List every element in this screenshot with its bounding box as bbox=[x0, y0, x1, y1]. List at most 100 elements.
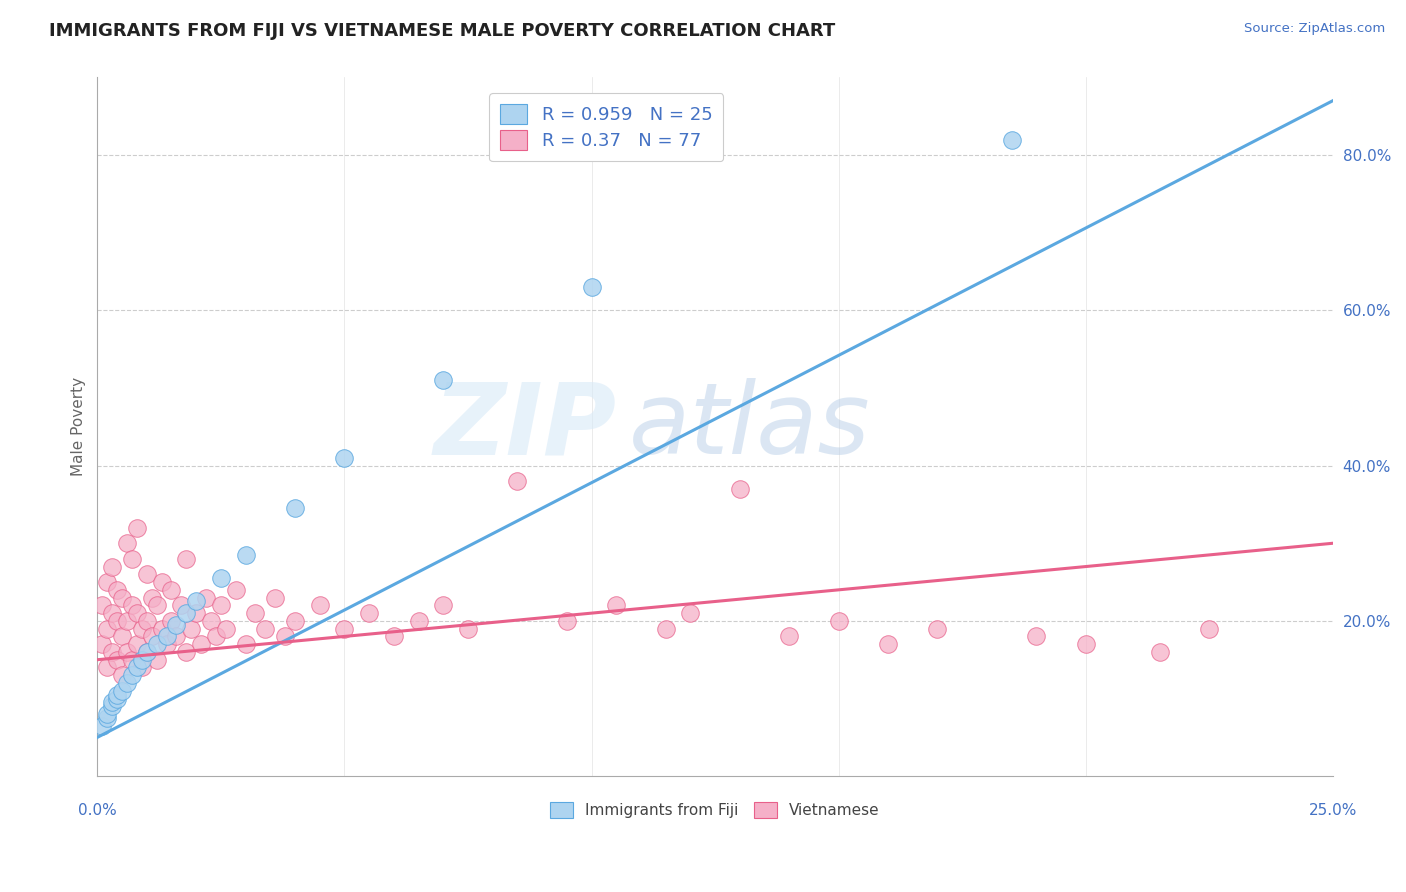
Point bbox=[91, 719, 114, 733]
Point bbox=[274, 629, 297, 643]
Point bbox=[111, 668, 134, 682]
Text: 0.0%: 0.0% bbox=[77, 803, 117, 818]
Point bbox=[101, 559, 124, 574]
Point bbox=[209, 599, 232, 613]
Point bbox=[200, 614, 222, 628]
Point bbox=[170, 599, 193, 613]
Point bbox=[927, 622, 949, 636]
Point bbox=[235, 548, 257, 562]
Point bbox=[555, 614, 578, 628]
Point bbox=[160, 614, 183, 628]
Point bbox=[131, 622, 153, 636]
Point bbox=[96, 575, 118, 590]
Point bbox=[135, 645, 157, 659]
Text: 25.0%: 25.0% bbox=[1309, 803, 1357, 818]
Point bbox=[145, 653, 167, 667]
Point bbox=[131, 653, 153, 667]
Point bbox=[121, 653, 143, 667]
Point bbox=[105, 688, 128, 702]
Point bbox=[150, 622, 173, 636]
Point bbox=[827, 614, 849, 628]
Point bbox=[581, 280, 603, 294]
Point bbox=[264, 591, 287, 605]
Point bbox=[121, 668, 143, 682]
Point bbox=[131, 660, 153, 674]
Point bbox=[333, 450, 356, 465]
Point bbox=[1074, 637, 1097, 651]
Point bbox=[605, 599, 627, 613]
Y-axis label: Male Poverty: Male Poverty bbox=[72, 377, 86, 476]
Point bbox=[125, 660, 148, 674]
Point bbox=[284, 501, 307, 516]
Point bbox=[180, 622, 202, 636]
Point bbox=[215, 622, 238, 636]
Text: Source: ZipAtlas.com: Source: ZipAtlas.com bbox=[1244, 22, 1385, 36]
Point bbox=[225, 582, 247, 597]
Point bbox=[105, 653, 128, 667]
Legend: Immigrants from Fiji, Vietnamese: Immigrants from Fiji, Vietnamese bbox=[544, 797, 886, 824]
Point bbox=[145, 637, 167, 651]
Point bbox=[121, 551, 143, 566]
Point bbox=[96, 711, 118, 725]
Point bbox=[1025, 629, 1047, 643]
Point bbox=[245, 606, 267, 620]
Point bbox=[155, 637, 177, 651]
Point bbox=[186, 606, 208, 620]
Point bbox=[186, 594, 208, 608]
Point bbox=[135, 614, 157, 628]
Point bbox=[125, 606, 148, 620]
Point bbox=[101, 699, 124, 714]
Point bbox=[105, 614, 128, 628]
Point bbox=[105, 691, 128, 706]
Point bbox=[209, 571, 232, 585]
Text: ZIP: ZIP bbox=[433, 378, 616, 475]
Point bbox=[101, 645, 124, 659]
Point bbox=[205, 629, 228, 643]
Point bbox=[135, 645, 157, 659]
Point bbox=[160, 582, 183, 597]
Point bbox=[176, 606, 198, 620]
Point bbox=[125, 637, 148, 651]
Point bbox=[254, 622, 277, 636]
Point bbox=[457, 622, 479, 636]
Point bbox=[101, 606, 124, 620]
Point bbox=[778, 629, 800, 643]
Point bbox=[506, 474, 529, 488]
Point bbox=[382, 629, 405, 643]
Point bbox=[135, 567, 157, 582]
Point bbox=[1198, 622, 1220, 636]
Point bbox=[165, 629, 187, 643]
Point bbox=[121, 599, 143, 613]
Point bbox=[141, 629, 163, 643]
Point bbox=[105, 582, 128, 597]
Point bbox=[91, 637, 114, 651]
Point bbox=[1000, 132, 1022, 146]
Text: atlas: atlas bbox=[628, 378, 870, 475]
Point bbox=[654, 622, 676, 636]
Point bbox=[101, 695, 124, 709]
Point bbox=[115, 645, 138, 659]
Point bbox=[195, 591, 218, 605]
Point bbox=[408, 614, 430, 628]
Point bbox=[96, 707, 118, 722]
Point bbox=[91, 599, 114, 613]
Point bbox=[176, 645, 198, 659]
Point bbox=[150, 575, 173, 590]
Point bbox=[155, 629, 177, 643]
Point bbox=[432, 373, 454, 387]
Point bbox=[359, 606, 381, 620]
Point bbox=[96, 622, 118, 636]
Point bbox=[125, 521, 148, 535]
Point bbox=[284, 614, 307, 628]
Point bbox=[165, 617, 187, 632]
Text: IMMIGRANTS FROM FIJI VS VIETNAMESE MALE POVERTY CORRELATION CHART: IMMIGRANTS FROM FIJI VS VIETNAMESE MALE … bbox=[49, 22, 835, 40]
Point bbox=[111, 591, 134, 605]
Point bbox=[679, 606, 702, 620]
Point bbox=[145, 599, 167, 613]
Point bbox=[115, 536, 138, 550]
Point bbox=[432, 599, 454, 613]
Point bbox=[141, 591, 163, 605]
Point bbox=[96, 660, 118, 674]
Point bbox=[877, 637, 900, 651]
Point bbox=[115, 614, 138, 628]
